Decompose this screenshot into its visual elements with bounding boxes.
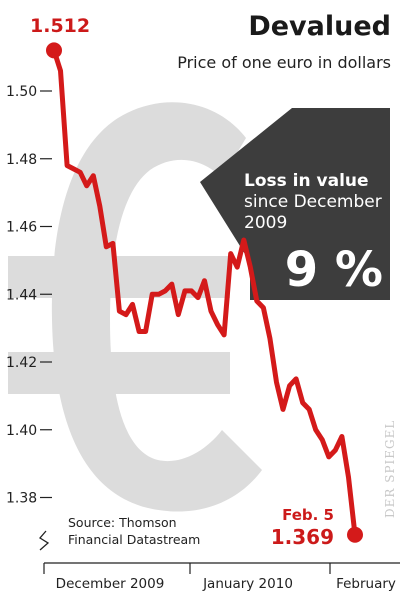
euro-symbol-icon: [8, 102, 262, 512]
x-tick-label-february: February: [336, 576, 396, 592]
end-data-point: [347, 526, 363, 543]
chart-title: Devalued: [248, 11, 391, 42]
x-tick-label-january: January 2010: [202, 576, 293, 592]
watermark-logo: DER SPIEGEL: [383, 420, 397, 518]
axis-break-icon: [39, 530, 50, 551]
y-tick-label: 1.46: [6, 220, 37, 236]
x-axis: December 2009 January 2010 February: [43, 562, 400, 592]
callout-value: 9 %: [285, 242, 383, 298]
end-date-label: Feb. 5: [282, 506, 334, 524]
end-value-label: 1.369: [271, 525, 334, 549]
callout-line-2: since December: [244, 192, 382, 212]
chart-subtitle: Price of one euro in dollars: [177, 53, 391, 72]
x-tick-label-december: December 2009: [56, 576, 165, 592]
start-value-label: 1.512: [30, 15, 90, 37]
y-tick-label: 1.50: [6, 84, 37, 100]
callout-line-1: Loss in value: [244, 171, 369, 191]
start-data-point: [46, 42, 62, 59]
source-line-2: Financial Datastream: [68, 532, 200, 547]
y-tick-label: 1.38: [6, 491, 37, 507]
source-line-1: Source: Thomson: [68, 515, 177, 530]
y-tick-label: 1.40: [6, 423, 37, 439]
y-tick-label: 1.42: [6, 355, 37, 371]
y-tick-label: 1.44: [6, 287, 37, 303]
y-axis: 1.50 1.48 1.46 1.44 1.42 1.40 1.38: [6, 84, 52, 507]
callout-line-3: 2009: [244, 213, 287, 233]
y-tick-label: 1.48: [6, 152, 37, 168]
series-line: [51, 47, 358, 538]
